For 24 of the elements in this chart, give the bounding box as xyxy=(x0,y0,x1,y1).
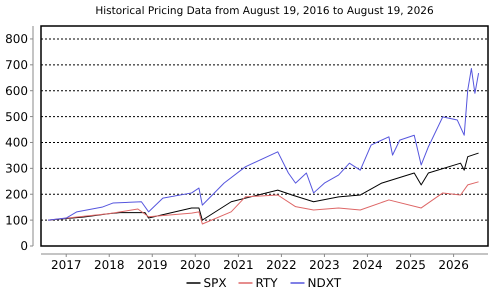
x-tick-label: 2018 xyxy=(94,258,125,272)
y-tick-label: 700 xyxy=(5,58,28,72)
y-tick-label: 800 xyxy=(5,32,28,46)
x-tick-label: 2026 xyxy=(438,258,469,272)
x-tick-label: 2024 xyxy=(352,258,383,272)
y-tick-label: 400 xyxy=(5,136,28,150)
chart-title: Historical Pricing Data from August 19, 2016 to August 19, 2026 xyxy=(95,5,434,17)
y-tick-label: 100 xyxy=(5,213,28,228)
y-tick-label: 300 xyxy=(5,162,28,176)
y-tick-label: 0 xyxy=(20,239,28,254)
legend-label: SPX xyxy=(204,276,227,290)
x-tick-label: 2019 xyxy=(136,258,168,272)
x-tick-label: 2022 xyxy=(266,258,297,272)
line-series xyxy=(48,68,480,221)
legend-label: NDXT xyxy=(308,276,342,290)
x-tick-label: 2023 xyxy=(309,258,340,272)
y-tick-label: 600 xyxy=(5,84,28,98)
y-tick-label: 500 xyxy=(5,110,28,124)
x-tick-label: 2017 xyxy=(50,258,82,272)
y-tick-label: 200 xyxy=(5,187,28,202)
legend-label: RTY xyxy=(256,276,278,290)
x-tick-label: 2020 xyxy=(180,258,211,272)
x-tick-label: 2021 xyxy=(223,258,254,272)
x-tick-label: 2025 xyxy=(395,258,426,272)
